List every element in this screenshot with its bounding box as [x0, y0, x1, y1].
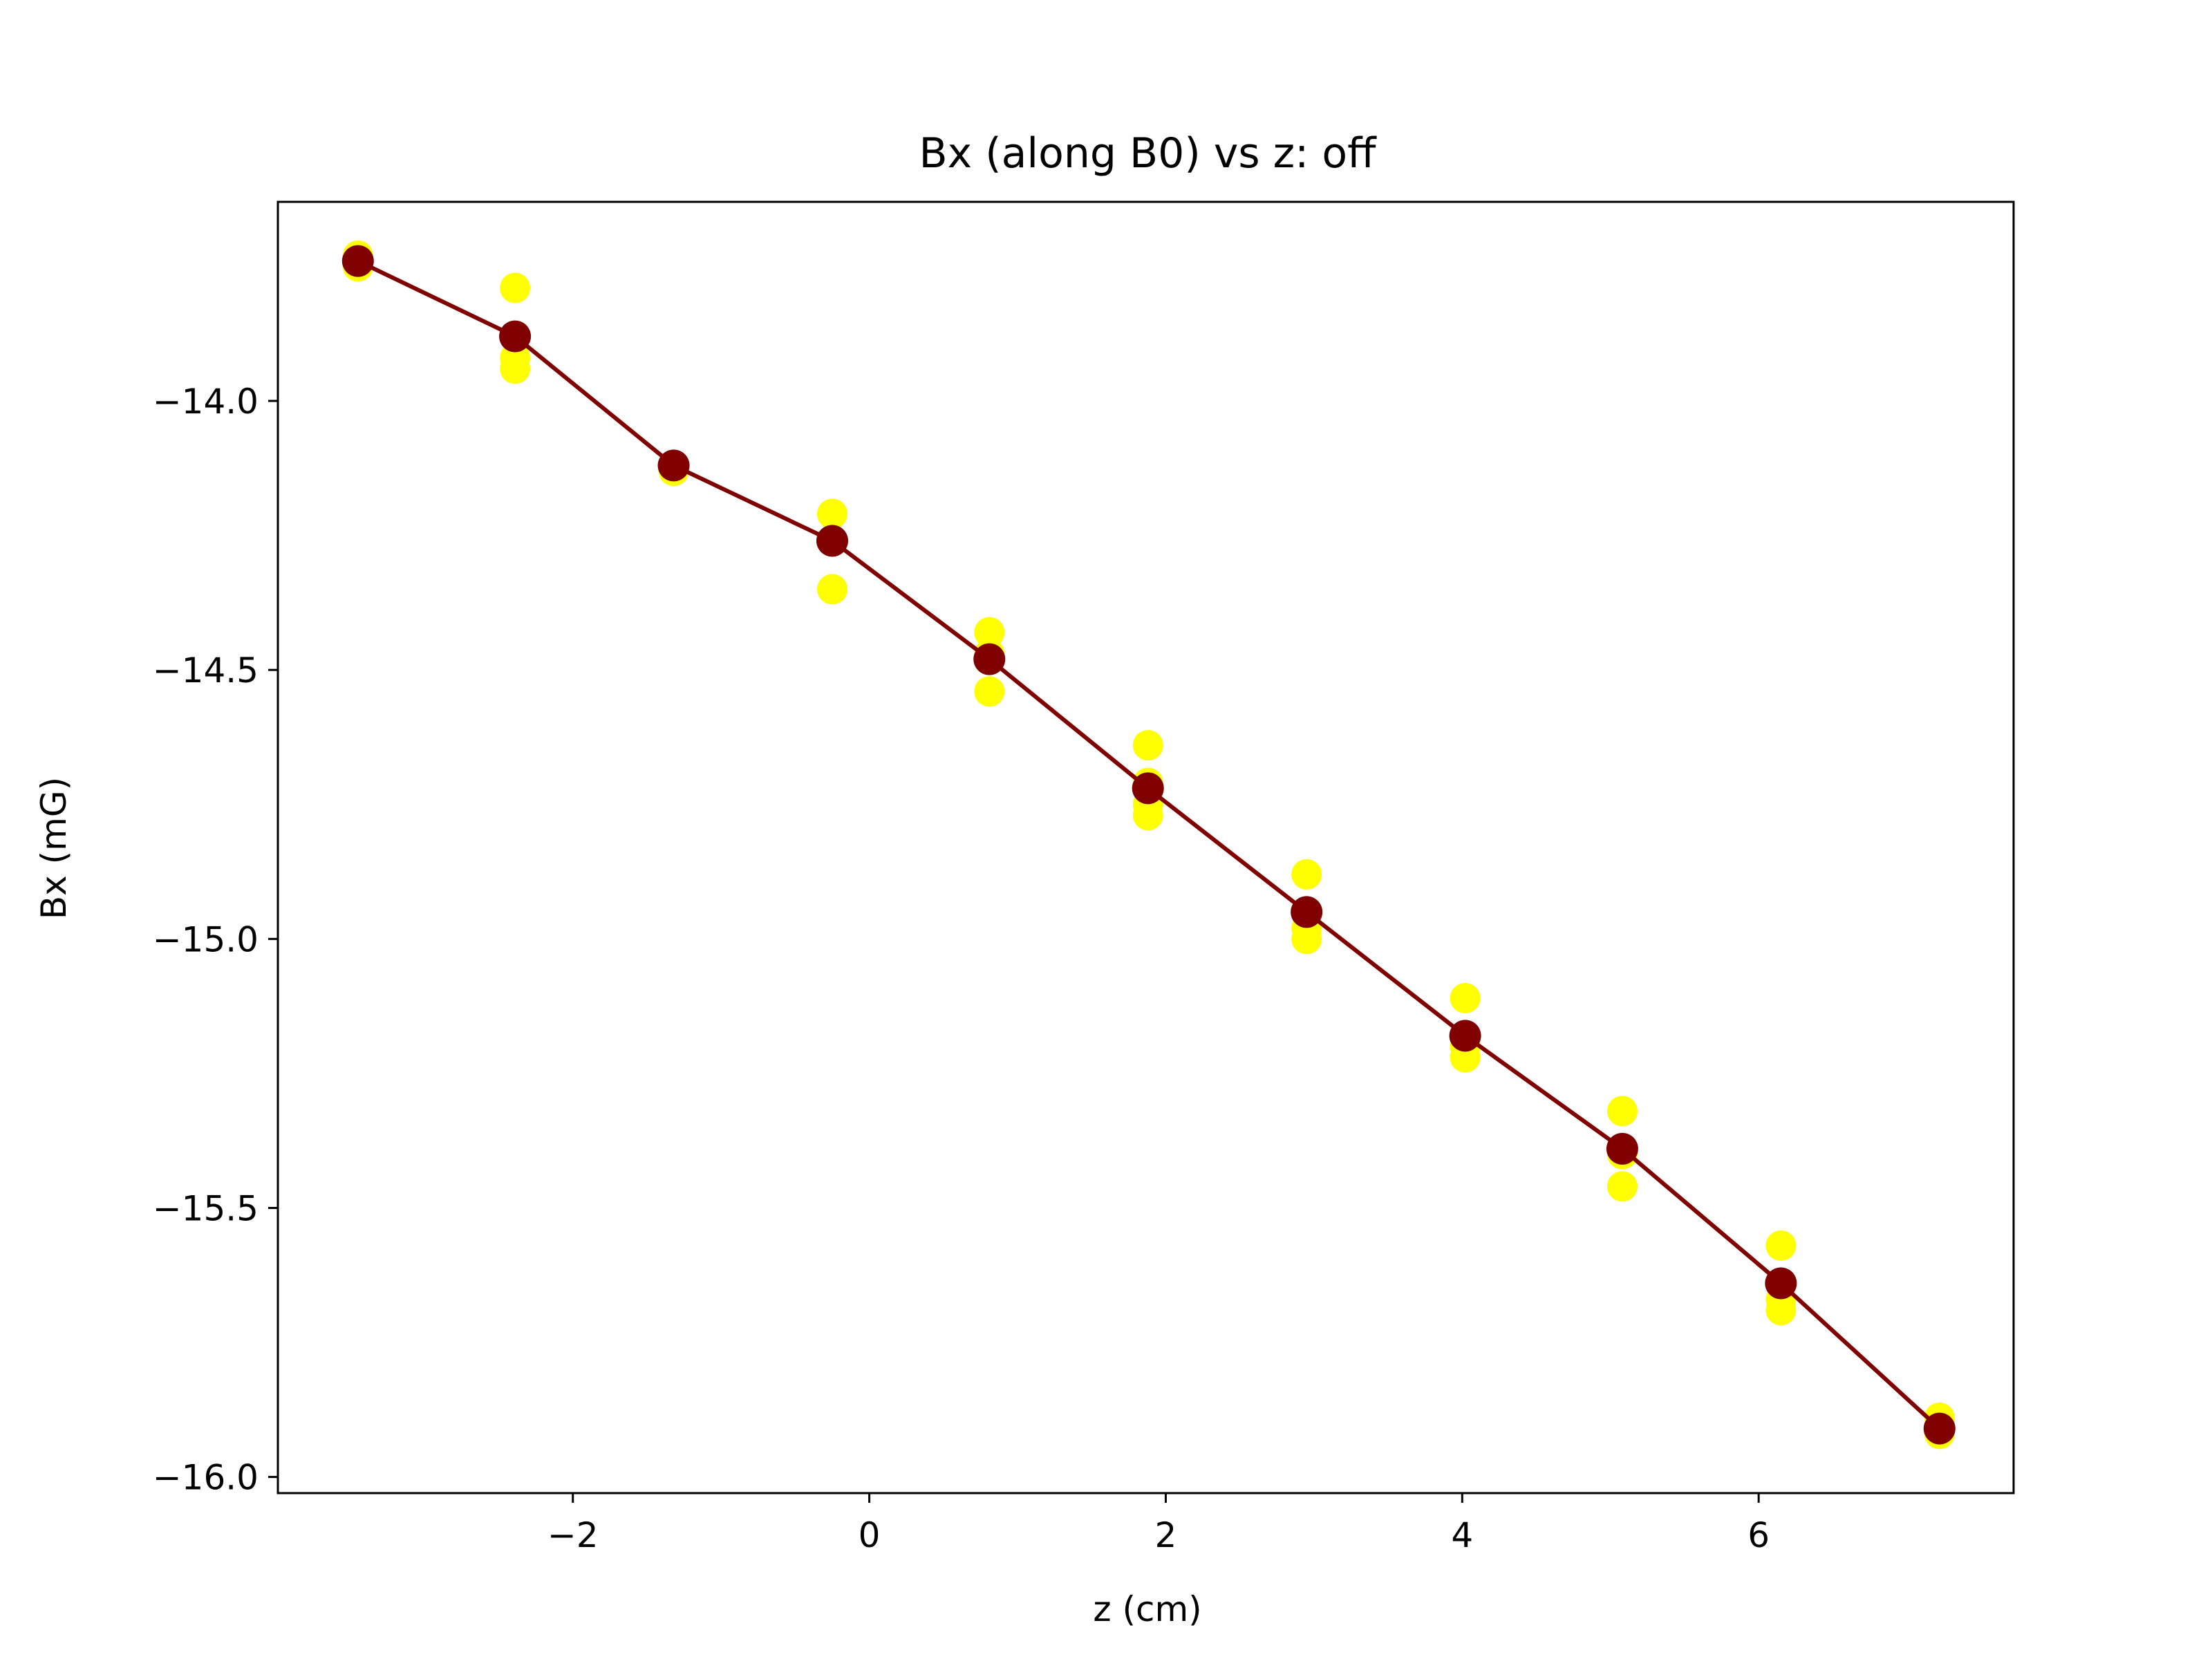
x-axis: −2 0 2 4 6 [547, 1493, 1770, 1555]
x-tick-label: 6 [1747, 1515, 1770, 1555]
raw-data-point [1132, 800, 1163, 831]
mean-data-point [499, 320, 532, 353]
x-tick-label: 4 [1451, 1515, 1473, 1555]
y-tick-label: −14.0 [153, 382, 259, 422]
plot-area [341, 240, 1956, 1450]
raw-data-point [816, 574, 847, 605]
mean-data-point [657, 449, 690, 482]
raw-data-point [1291, 924, 1322, 955]
y-tick-label: −15.0 [153, 919, 259, 959]
raw-data-point [500, 272, 531, 303]
mean-data-point [1132, 772, 1164, 805]
y-axis-label: Bx (mG) [34, 777, 74, 919]
axes-frame [276, 200, 2015, 1494]
raw-data-point [1606, 1171, 1638, 1202]
y-tick-label: −16.0 [153, 1458, 259, 1498]
y-tick-label: −15.5 [153, 1188, 259, 1228]
raw-data-point [1132, 730, 1163, 761]
raw-data-point [1450, 982, 1481, 1013]
mean-data-point [1923, 1412, 1956, 1445]
x-tick-label: −2 [547, 1515, 599, 1555]
mean-data-point [973, 643, 1006, 675]
raw-data-point [1606, 1096, 1638, 1127]
mean-data-point [1449, 1020, 1481, 1052]
x-tick-label: 2 [1155, 1515, 1177, 1555]
raw-data-point [816, 498, 847, 529]
x-tick-label: 0 [859, 1515, 881, 1555]
mean-data-point [1606, 1132, 1638, 1165]
raw-data-point [500, 353, 531, 384]
mean-data-point [1291, 896, 1323, 928]
mean-data-point [1765, 1267, 1797, 1300]
raw-data-point [1765, 1230, 1797, 1261]
raw-data-point [1291, 859, 1322, 890]
y-axis: −14.0 −14.5 −15.0 −15.5 −16.0 [153, 382, 278, 1498]
y-tick-label: −14.5 [153, 650, 259, 691]
raw-data-point [974, 676, 1005, 707]
mean-data-point [341, 245, 374, 277]
mean-data-point [816, 525, 848, 557]
x-axis-label: z (cm) [1093, 1589, 1201, 1629]
raw-data-point [974, 617, 1005, 648]
chart-title: Bx (along B0) vs z: off [919, 129, 1378, 178]
